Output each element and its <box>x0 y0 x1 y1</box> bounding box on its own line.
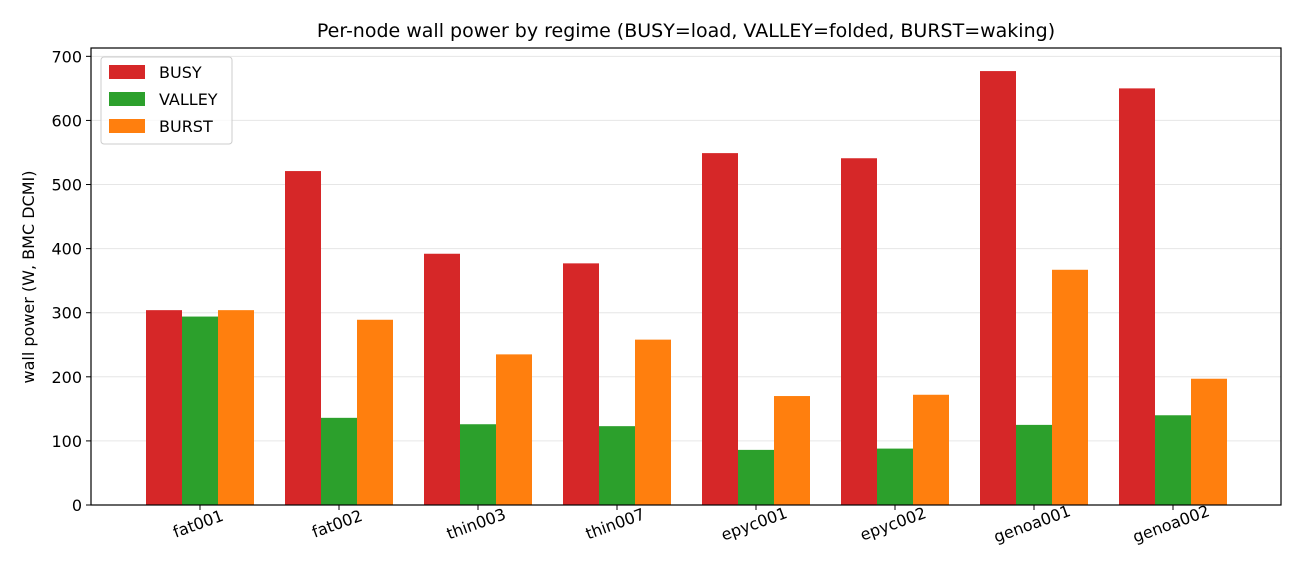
bar-burst-fat001 <box>218 310 254 505</box>
x-tick-label: thin003 <box>444 504 508 543</box>
x-tick-label: epyc001 <box>719 503 790 544</box>
y-axis-ticks: 0 100 200 300 400 500 600 700 <box>51 47 91 515</box>
bar-burst-fat002 <box>357 319 393 505</box>
x-tick-label: fat002 <box>309 506 365 542</box>
y-axis-label: wall power (W, BMC DCMI) <box>19 171 38 384</box>
chart-title: Per-node wall power by regime (BUSY=load… <box>317 20 1055 42</box>
bar-busy-thin003 <box>424 253 460 505</box>
legend-swatch-valley <box>109 92 145 106</box>
bar-busy-epyc002 <box>841 158 877 506</box>
bar-valley-fat002 <box>321 417 357 505</box>
y-tick-label: 400 <box>51 240 82 259</box>
bar-busy-genoa001 <box>980 71 1016 505</box>
y-tick-label: 0 <box>72 496 82 515</box>
bar-valley-genoa002 <box>1155 415 1191 505</box>
bar-burst-epyc001 <box>774 396 810 505</box>
bar-burst-epyc002 <box>913 394 949 505</box>
y-tick-label: 600 <box>51 111 82 130</box>
y-tick-label: 100 <box>51 432 82 451</box>
bar-busy-epyc001 <box>702 153 738 506</box>
x-axis-ticks: fat001 fat002 thin003 thin007 epyc001 epyc002… <box>170 501 1212 546</box>
x-tick-label: epyc002 <box>858 503 929 544</box>
x-tick-label: thin007 <box>583 504 647 543</box>
bar-burst-genoa001 <box>1052 269 1088 505</box>
x-tick-label: genoa001 <box>991 501 1073 546</box>
bar-busy-fat002 <box>285 171 321 505</box>
legend-swatch-burst <box>109 119 145 133</box>
x-tick-label: fat001 <box>170 506 226 542</box>
grid-lines <box>91 55 1281 506</box>
y-tick-label: 200 <box>51 368 82 387</box>
x-tick-label: genoa002 <box>1130 501 1212 546</box>
legend-label-valley: VALLEY <box>159 90 218 109</box>
bars <box>146 71 1227 506</box>
bar-valley-epyc001 <box>738 449 774 505</box>
bar-burst-thin007 <box>635 339 671 505</box>
bar-burst-thin003 <box>496 354 532 505</box>
legend-items: BUSY VALLEY BURST <box>109 63 218 136</box>
bar-burst-genoa002 <box>1191 378 1227 505</box>
bar-busy-thin007 <box>563 263 599 505</box>
y-tick-label: 500 <box>51 176 82 195</box>
legend-label-burst: BURST <box>159 117 213 136</box>
bar-valley-genoa001 <box>1016 424 1052 505</box>
bar-valley-thin007 <box>599 426 635 505</box>
legend-label-busy: BUSY <box>159 63 202 82</box>
bar-valley-epyc002 <box>877 448 913 505</box>
bar-valley-thin003 <box>460 424 496 505</box>
plot-frame <box>90 47 1282 506</box>
legend: BUSY VALLEY BURST <box>100 56 233 145</box>
bar-busy-genoa002 <box>1119 88 1155 506</box>
bar-busy-fat001 <box>146 310 182 505</box>
legend-swatch-busy <box>109 65 145 79</box>
y-tick-label: 700 <box>51 47 82 66</box>
bar-valley-fat001 <box>182 316 218 505</box>
y-tick-label: 300 <box>51 304 82 323</box>
